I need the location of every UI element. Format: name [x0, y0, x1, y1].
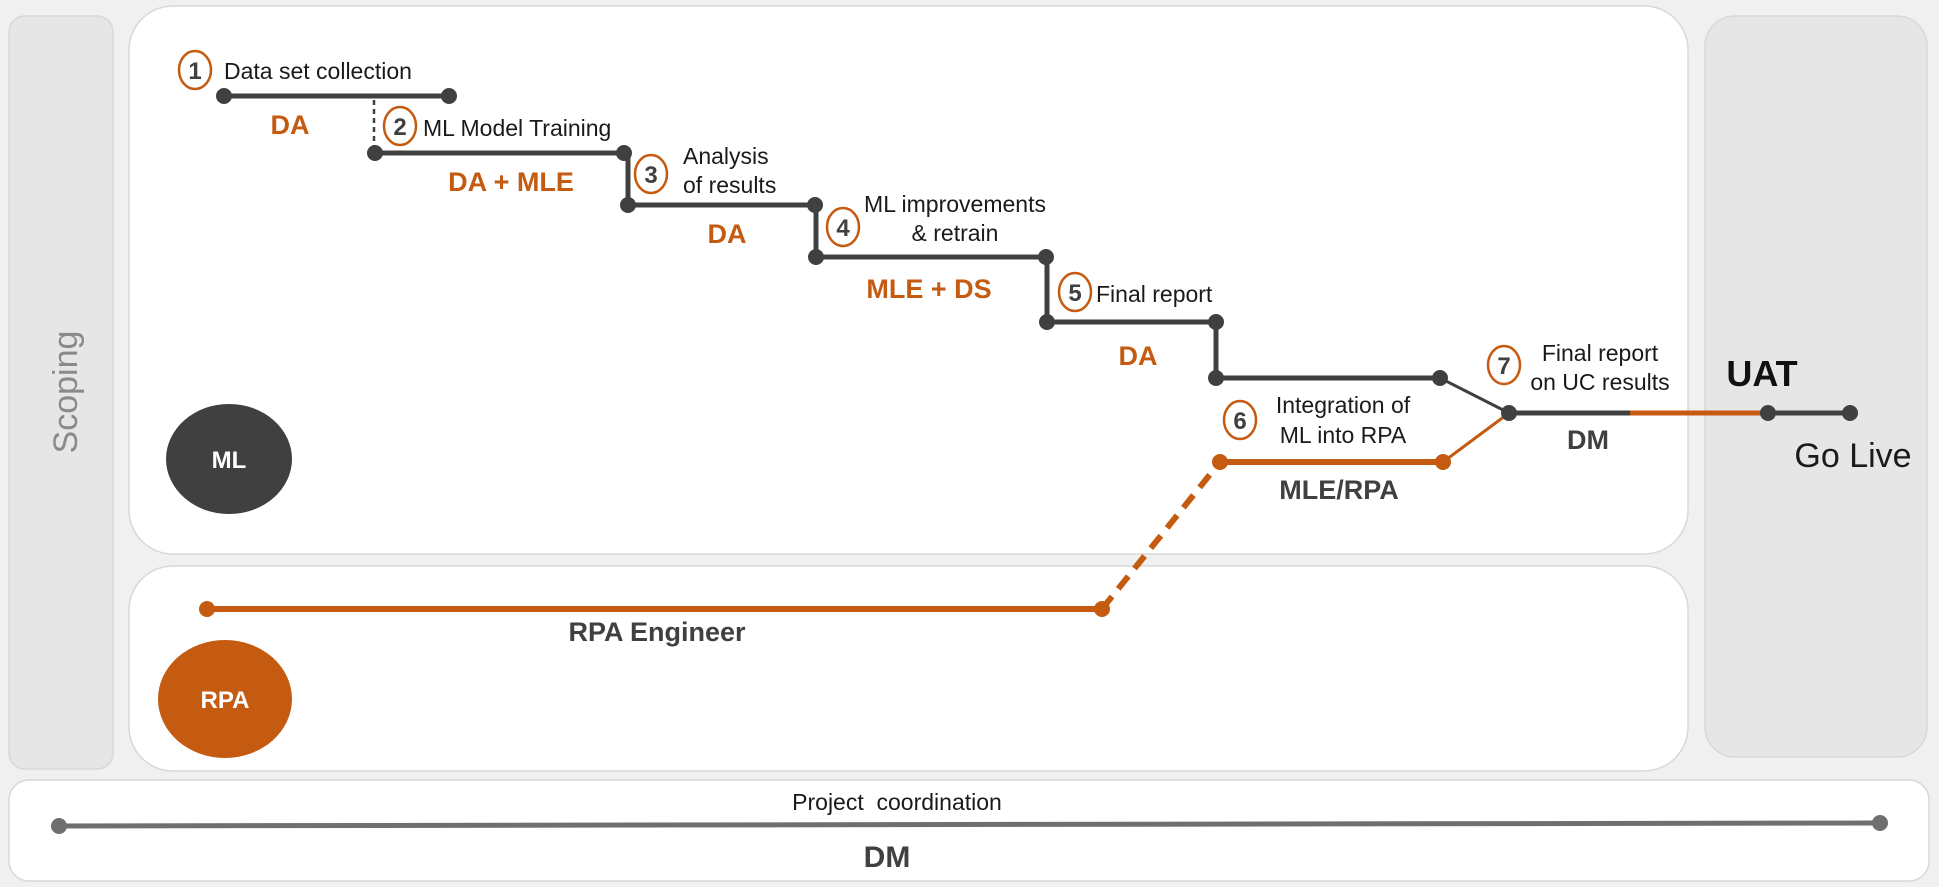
coordination-end-dot: [1872, 815, 1888, 831]
step-4-title-line-2: & retrain: [912, 220, 999, 246]
step-2-title: ML Model Training: [423, 115, 611, 141]
step-3-title-line-1: Analysis: [683, 143, 769, 169]
rpa-badge-label: RPA: [201, 687, 250, 714]
step-7-title-line-1: Final report: [1542, 340, 1659, 366]
step-5-title: Final report: [1096, 281, 1213, 307]
step-7-number: 7: [1497, 353, 1510, 380]
step-2-role: DA + MLE: [448, 167, 574, 197]
path-dots: [216, 88, 1858, 421]
step-2-number: 2: [393, 114, 406, 141]
coordination-line: [58, 820, 1881, 829]
step-6-number: 6: [1233, 408, 1246, 435]
step-7-title-line-2: on UC results: [1530, 369, 1669, 395]
rpa-to-integration-dashed: [1099, 460, 1223, 611]
ml-panel: [128, 5, 1689, 555]
step-4-marker: [825, 206, 861, 248]
step-4-role: MLE + DS: [866, 274, 991, 304]
step-1-marker: [177, 49, 213, 91]
ml-path-diagonal: [1439, 376, 1510, 415]
step-5-number: 5: [1068, 280, 1081, 307]
step-5-role: DA: [1119, 341, 1158, 371]
step-6-role: MLE/RPA: [1279, 475, 1399, 505]
rpa-engineer-label: RPA Engineer: [568, 617, 746, 647]
scoping-label: Scoping: [47, 331, 85, 454]
step-3-marker: [633, 153, 669, 195]
step-6-title-line-2: ML into RPA: [1280, 422, 1407, 448]
step-4-number: 4: [836, 215, 850, 242]
step-1-title: Data set collection: [224, 58, 412, 84]
step-1-number: 1: [188, 58, 201, 85]
uat-title: UAT: [1726, 353, 1797, 394]
ml-badge-circle: [166, 404, 292, 514]
step-1-role: DA: [271, 110, 310, 140]
coordination-panel: [8, 779, 1930, 882]
step-7-role: DM: [1567, 425, 1609, 455]
rpa-panel: [128, 565, 1689, 772]
step-2-marker: [382, 105, 418, 147]
go-live-label: Go Live: [1794, 437, 1911, 475]
step-3-title-line-2: of results: [683, 172, 776, 198]
coordination-title: Project coordination: [792, 789, 1002, 815]
rpa-dots: [199, 454, 1451, 617]
scoping-panel: [8, 15, 114, 770]
rpa-badge-circle: [158, 640, 292, 758]
step-3-number: 3: [644, 162, 657, 189]
step-4-title-line-1: ML improvements: [864, 191, 1046, 217]
integration-to-report-line: [1442, 411, 1510, 464]
step-7-marker: [1486, 344, 1522, 386]
uat-panel: [1704, 15, 1928, 758]
step-3-role: DA: [708, 219, 747, 249]
step-6-marker: [1222, 399, 1258, 441]
ml-badge-label: ML: [212, 447, 247, 474]
step-6-title-line-1: Integration of: [1276, 392, 1411, 418]
step-5-marker: [1057, 271, 1093, 313]
ml-path: [221, 93, 1853, 416]
coordination-role: DM: [864, 841, 911, 874]
coordination-start-dot: [51, 818, 67, 834]
